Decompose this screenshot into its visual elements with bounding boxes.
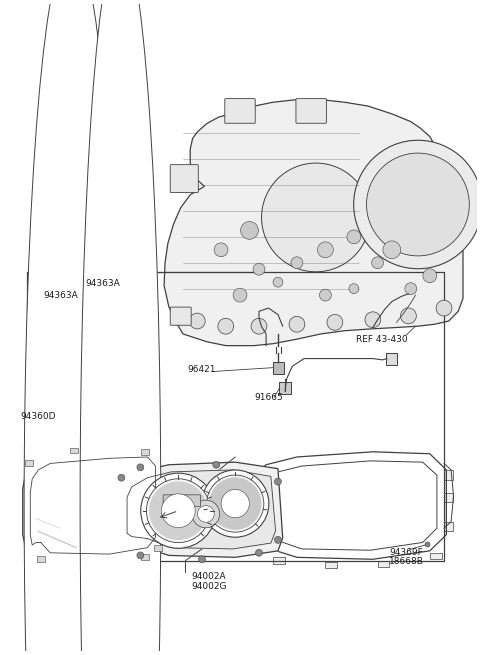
Text: 94369F: 94369F — [389, 548, 423, 557]
Text: 94363A: 94363A — [86, 279, 120, 288]
Ellipse shape — [24, 0, 119, 655]
Bar — [70, 447, 78, 453]
Circle shape — [275, 536, 281, 543]
Circle shape — [213, 461, 220, 468]
Text: REF 43-430: REF 43-430 — [356, 335, 408, 344]
Circle shape — [251, 318, 267, 334]
Circle shape — [289, 316, 305, 332]
Circle shape — [275, 478, 281, 485]
Circle shape — [423, 269, 437, 282]
Circle shape — [240, 221, 258, 239]
FancyBboxPatch shape — [296, 99, 326, 123]
Circle shape — [214, 243, 228, 257]
Polygon shape — [164, 100, 463, 346]
Text: 94363A: 94363A — [43, 291, 78, 299]
Text: 94002G: 94002G — [192, 582, 227, 591]
Bar — [37, 556, 45, 562]
Bar — [141, 554, 149, 560]
Text: 91665: 91665 — [254, 393, 283, 402]
FancyBboxPatch shape — [225, 99, 255, 123]
Text: 94366Y: 94366Y — [119, 475, 153, 484]
Circle shape — [218, 318, 234, 334]
Polygon shape — [23, 447, 159, 562]
Bar — [444, 470, 453, 479]
Bar — [155, 493, 162, 499]
Circle shape — [262, 163, 370, 272]
FancyBboxPatch shape — [170, 307, 191, 326]
Circle shape — [291, 257, 303, 269]
Circle shape — [137, 552, 144, 559]
Text: 18668B: 18668B — [389, 557, 424, 567]
Bar — [155, 545, 162, 551]
Ellipse shape — [80, 0, 161, 655]
Circle shape — [141, 473, 216, 548]
Text: 94360D: 94360D — [21, 413, 56, 421]
Circle shape — [327, 314, 343, 330]
Circle shape — [118, 474, 125, 481]
Circle shape — [221, 489, 250, 517]
FancyBboxPatch shape — [163, 495, 201, 506]
Circle shape — [347, 230, 361, 244]
FancyBboxPatch shape — [170, 164, 198, 193]
Circle shape — [199, 556, 205, 563]
Circle shape — [253, 263, 265, 275]
Circle shape — [320, 290, 331, 301]
Circle shape — [190, 313, 205, 329]
Text: 1249GF: 1249GF — [29, 586, 64, 595]
Bar — [386, 354, 396, 365]
Circle shape — [146, 479, 210, 542]
Circle shape — [383, 241, 401, 259]
Circle shape — [209, 477, 262, 530]
Circle shape — [405, 283, 417, 295]
Circle shape — [365, 312, 381, 328]
Bar — [279, 382, 291, 394]
Circle shape — [149, 481, 208, 540]
Circle shape — [317, 242, 333, 257]
Circle shape — [372, 257, 384, 269]
Circle shape — [354, 140, 480, 269]
Text: 94002A: 94002A — [192, 572, 227, 581]
Bar — [444, 522, 453, 531]
Circle shape — [400, 308, 416, 324]
Circle shape — [367, 153, 469, 256]
Bar — [25, 460, 33, 466]
Circle shape — [161, 494, 195, 528]
Bar — [325, 562, 337, 569]
Bar — [273, 557, 285, 564]
Circle shape — [273, 277, 283, 287]
Bar — [273, 362, 284, 374]
Bar — [444, 493, 453, 502]
Circle shape — [436, 300, 452, 316]
Polygon shape — [127, 470, 276, 549]
Polygon shape — [119, 462, 283, 557]
Text: 96421: 96421 — [188, 365, 216, 374]
Circle shape — [233, 288, 247, 302]
Circle shape — [202, 470, 269, 537]
Circle shape — [192, 500, 220, 528]
Circle shape — [198, 506, 214, 522]
Circle shape — [207, 475, 264, 532]
Bar — [430, 553, 442, 559]
Circle shape — [137, 464, 144, 471]
Bar — [141, 449, 149, 455]
Circle shape — [349, 284, 359, 293]
Bar — [378, 561, 389, 567]
Circle shape — [255, 550, 263, 556]
